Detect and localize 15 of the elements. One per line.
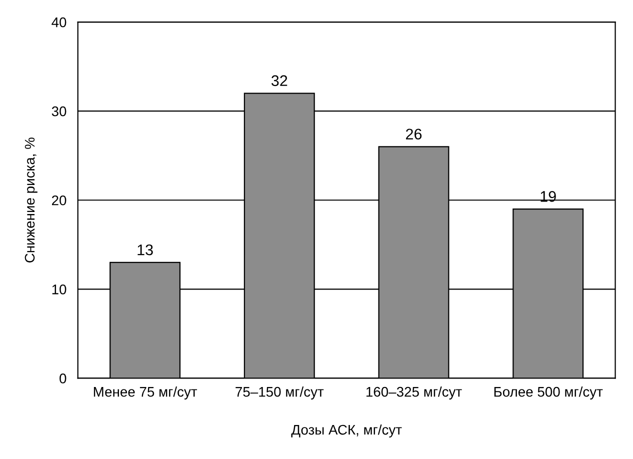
x-axis-title: Дозы АСК, мг/сут	[291, 424, 402, 438]
x-tick-label: Менее 75 мг/сут	[94, 386, 198, 400]
y-axis-title: Снижение риска, %	[24, 138, 38, 262]
x-tick-label: Более 500 мг/сут	[494, 386, 603, 400]
y-tick-label: 10	[52, 284, 66, 294]
data-label: 26	[406, 128, 422, 140]
x-tick-label: 160–325 мг/сут	[366, 386, 462, 400]
y-tick-label: 20	[52, 195, 66, 206]
x-tick-label: 75–150 мг/сут	[236, 386, 324, 400]
data-label: 32	[271, 75, 288, 86]
data-label: 19	[540, 191, 556, 202]
y-tick-label: 0	[60, 374, 66, 384]
data-label: 13	[138, 244, 153, 256]
y-tick-label: 40	[52, 17, 66, 28]
y-tick-label: 30	[52, 106, 66, 116]
